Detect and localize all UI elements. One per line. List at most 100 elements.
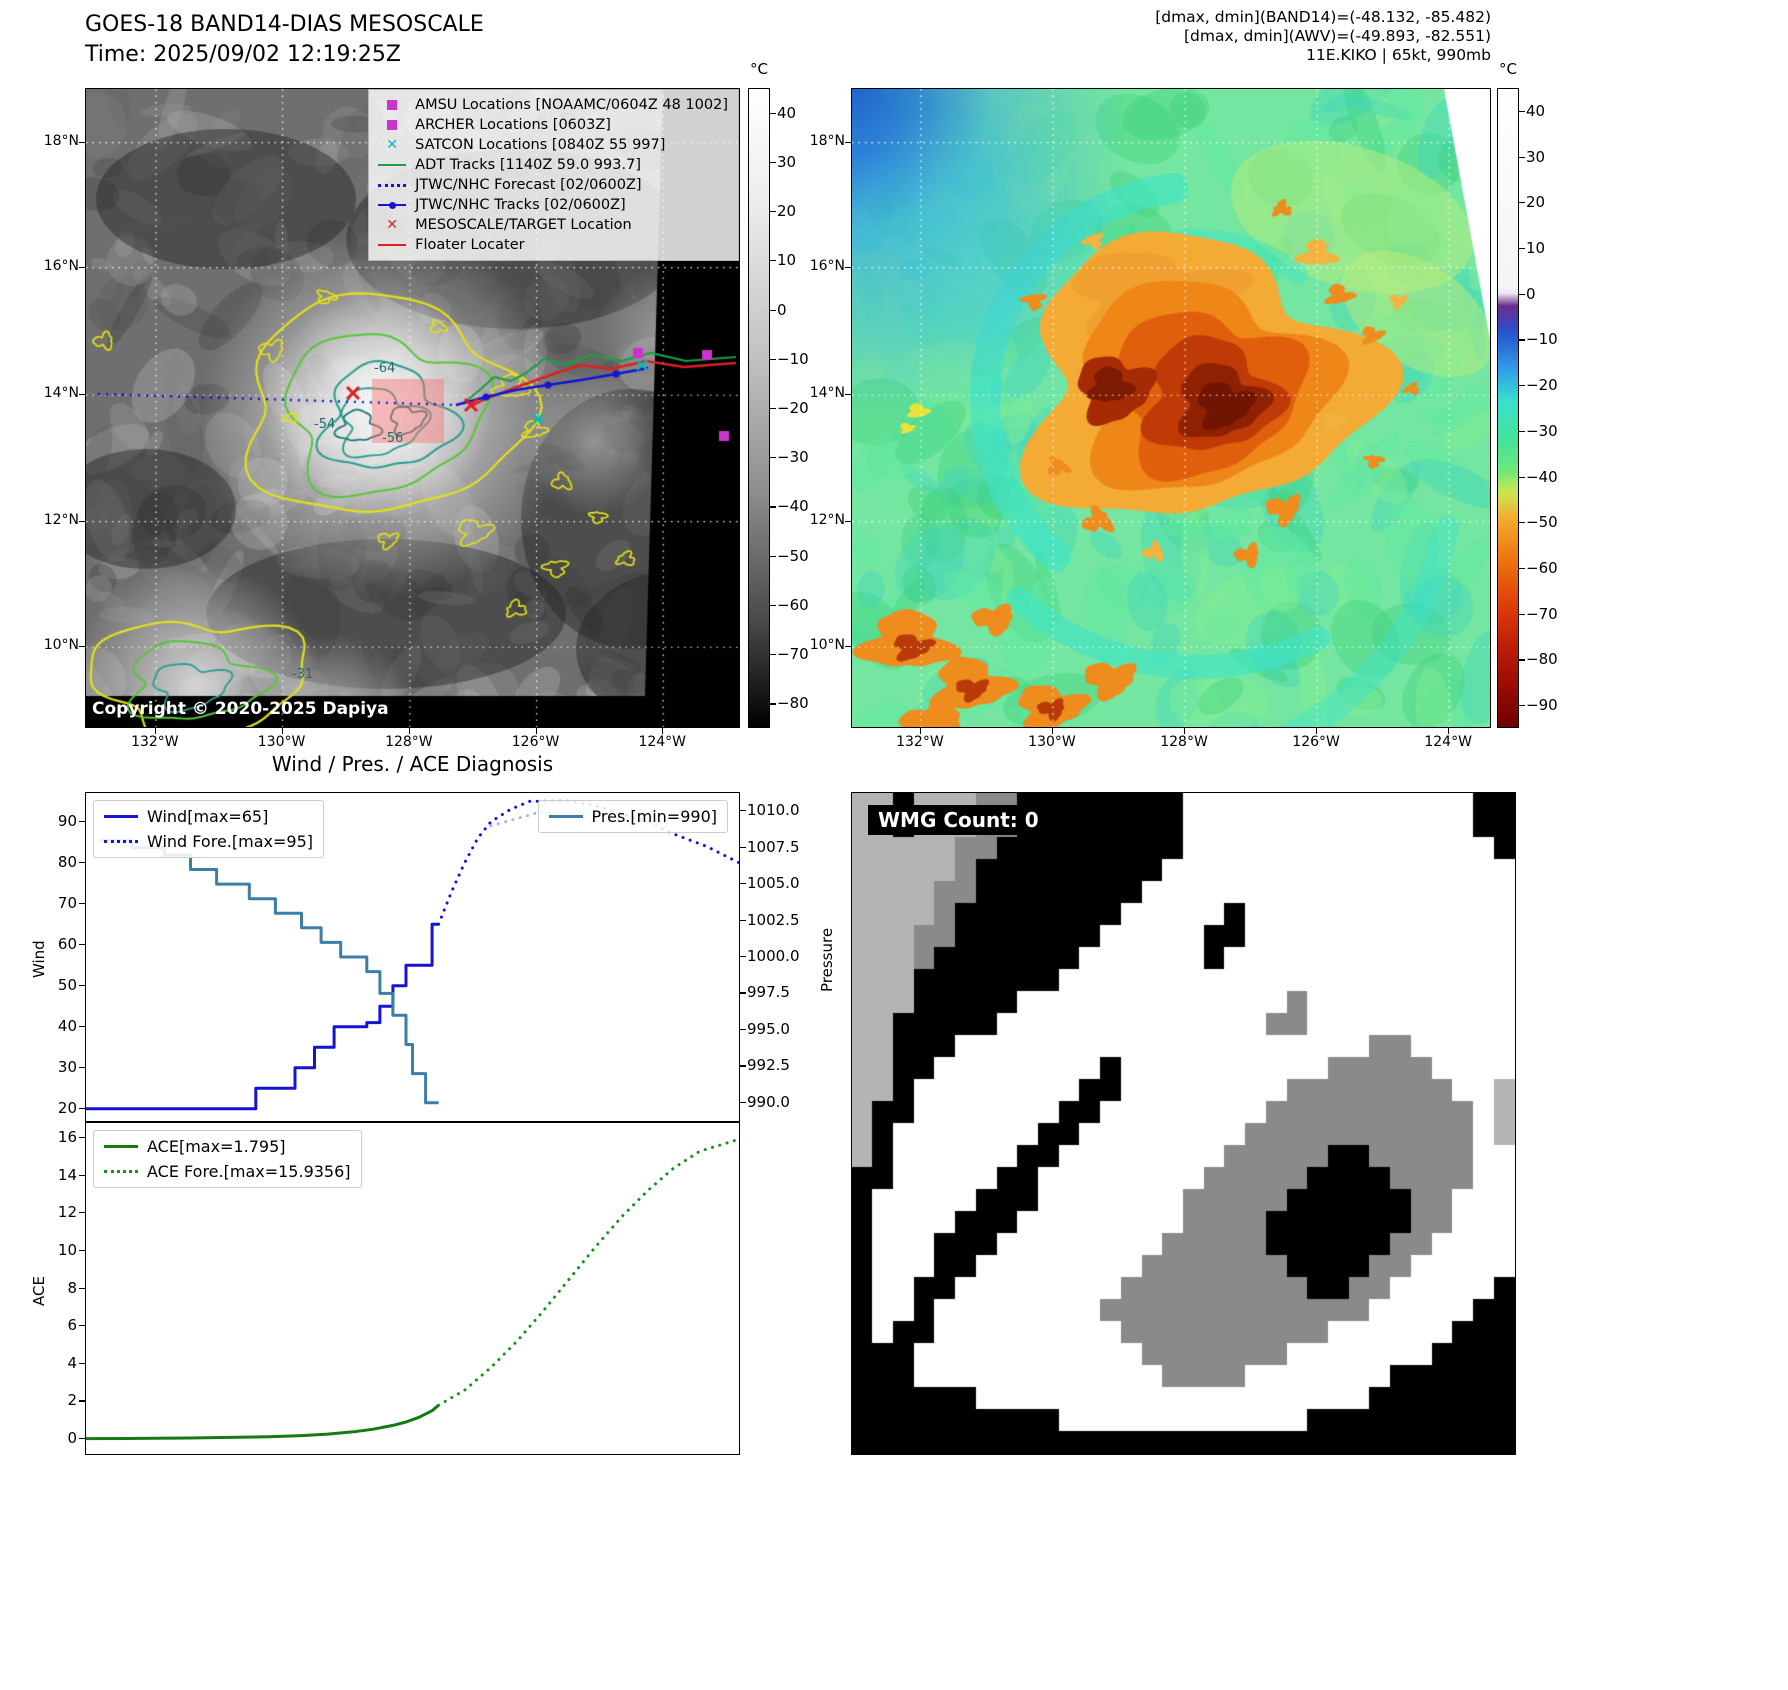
y-tick-label: 50: [57, 975, 77, 994]
x-marker-icon: ✕: [377, 138, 407, 152]
legend-sample-line: [104, 1145, 138, 1148]
tick-mark: [1316, 728, 1318, 734]
tick-mark: [662, 728, 664, 734]
lat-tick-label: 12°N: [43, 511, 79, 528]
colorbar-tick-label: −90: [1526, 696, 1558, 715]
y-tick-label: 10: [57, 1240, 77, 1259]
wmg-panel: WMG Count: 0: [851, 792, 1516, 1455]
colorbar-tick-label: −30: [1526, 421, 1558, 440]
y-tick-label: 70: [57, 893, 77, 912]
lon-tick-label: 128°W: [385, 734, 433, 750]
legend-item: ACE[max=1.795]: [104, 1137, 351, 1156]
colorbar-tick-label: 0: [777, 300, 787, 319]
lon-tick-label: 132°W: [131, 734, 179, 750]
tick-mark: [1519, 659, 1525, 661]
colorbar-tick-label: −40: [777, 497, 809, 516]
chart-legend: Wind[max=65] Wind Fore.[max=95]: [93, 800, 324, 858]
map-legend-item: ADT Tracks [1140Z 59.0 993.7]: [377, 157, 728, 173]
colorbar-tick-label: −70: [777, 645, 809, 664]
tick-mark: [79, 861, 85, 863]
colorbar-tick-label: −60: [777, 595, 809, 614]
line-dot-marker-icon: [377, 201, 407, 209]
tick-mark: [79, 646, 85, 648]
tick-mark: [845, 394, 851, 396]
ace-plot: [85, 1137, 741, 1441]
tick-mark: [79, 1066, 85, 1068]
series-Pres. Fore.: [489, 809, 663, 828]
tick-mark: [770, 604, 776, 607]
enhanced-ir-colorbar: [1497, 88, 1519, 728]
y-tick-label: 12: [57, 1203, 77, 1222]
copyright-text: Copyright © 2020-2025 Dapiya: [92, 699, 389, 719]
colorbar-unit: °C: [750, 60, 768, 78]
tick-mark: [79, 820, 85, 822]
tick-mark: [1519, 476, 1525, 478]
map-title: GOES-18 BAND14-DIAS MESOSCALE: [85, 12, 484, 37]
square-icon: [387, 100, 398, 110]
tick-mark: [1519, 248, 1525, 250]
tick-mark: [1051, 728, 1054, 734]
series-ACE Fore.[max=15.9356]: [437, 1137, 741, 1407]
lon-tick-label: 132°W: [896, 734, 944, 750]
legend-item: ACE Fore.[max=15.9356]: [104, 1162, 351, 1181]
map-legend-item: ARCHER Locations [0603Z]: [377, 117, 728, 133]
colorbar-tick-label: −30: [777, 448, 809, 467]
enhanced-ir-panel: [851, 88, 1491, 728]
y-tick-label: 90: [57, 811, 77, 830]
map-legend-label: ADT Tracks [1140Z 59.0 993.7]: [415, 157, 641, 173]
wmg-grid-image: [852, 793, 1515, 1454]
dotted-marker-icon: [377, 183, 407, 187]
legend-label: Pres.[min=990]: [591, 807, 717, 826]
tick-mark: [1519, 613, 1525, 615]
y-tick-label: 8: [67, 1278, 77, 1297]
colorbar-tick-label: 40: [777, 103, 797, 122]
dot: [389, 201, 397, 209]
pressure-axis-label: Pressure: [818, 927, 836, 992]
tick-mark: [1519, 202, 1525, 204]
map-legend-label: Floater Locater: [415, 237, 525, 253]
colorbar-tick-label: 40: [1526, 101, 1546, 120]
colorbar-tick-label: −10: [777, 349, 809, 368]
tick-mark: [740, 1101, 746, 1103]
lat-tick-label: 10°N: [43, 637, 79, 654]
tick-mark: [79, 1174, 85, 1176]
colorbar-tick-label: −10: [1526, 330, 1558, 349]
tick-mark: [740, 846, 746, 848]
y2-tick-label: 1000.0: [747, 947, 800, 965]
y2-tick-label: 997.5: [747, 983, 790, 1002]
lon-tick-label: 130°W: [1028, 734, 1076, 750]
map-legend-label: SATCON Locations [0840Z 55 997]: [415, 137, 666, 153]
tick-mark: [79, 1025, 85, 1027]
lon-tick-label: 124°W: [638, 734, 687, 750]
contour-label: -31: [292, 667, 314, 682]
series-Pres.[min=990]: [99, 838, 439, 1105]
legend-sample-line: [104, 840, 138, 843]
tick-mark: [79, 1400, 85, 1402]
line-icon: [378, 244, 407, 246]
band14-satellite-panel: AMSU Locations [NOAAMC/0604Z 48 1002] ARC…: [85, 88, 740, 728]
lat-tick-label: 14°N: [809, 385, 845, 402]
legend-sample-line: [104, 1170, 138, 1173]
map-legend: AMSU Locations [NOAAMC/0604Z 48 1002] ARC…: [368, 89, 739, 261]
y-tick-label: 30: [57, 1057, 77, 1076]
tick-mark: [535, 728, 537, 734]
wmg-count-badge: WMG Count: 0: [868, 805, 1049, 835]
y-tick-label: 20: [57, 1098, 77, 1117]
tick-mark: [79, 902, 85, 904]
legend-item: Pres.[min=990]: [548, 807, 717, 826]
lat-tick-label: 14°N: [43, 385, 79, 402]
map-legend-item: JTWC/NHC Tracks [02/0600Z]: [377, 197, 728, 213]
legend-label: ACE[max=1.795]: [147, 1137, 286, 1156]
colorbar-tick-label: −70: [1526, 604, 1558, 623]
tick-mark: [79, 1437, 85, 1440]
y-tick-label: 16: [57, 1128, 77, 1147]
tick-mark: [845, 141, 851, 143]
x-icon: ✕: [386, 217, 399, 233]
tick-mark: [408, 728, 411, 734]
tick-mark: [79, 1325, 85, 1327]
tick-mark: [770, 309, 776, 311]
tick-mark: [770, 703, 776, 705]
y-tick-label: 14: [57, 1165, 77, 1184]
tick-mark: [281, 728, 283, 734]
